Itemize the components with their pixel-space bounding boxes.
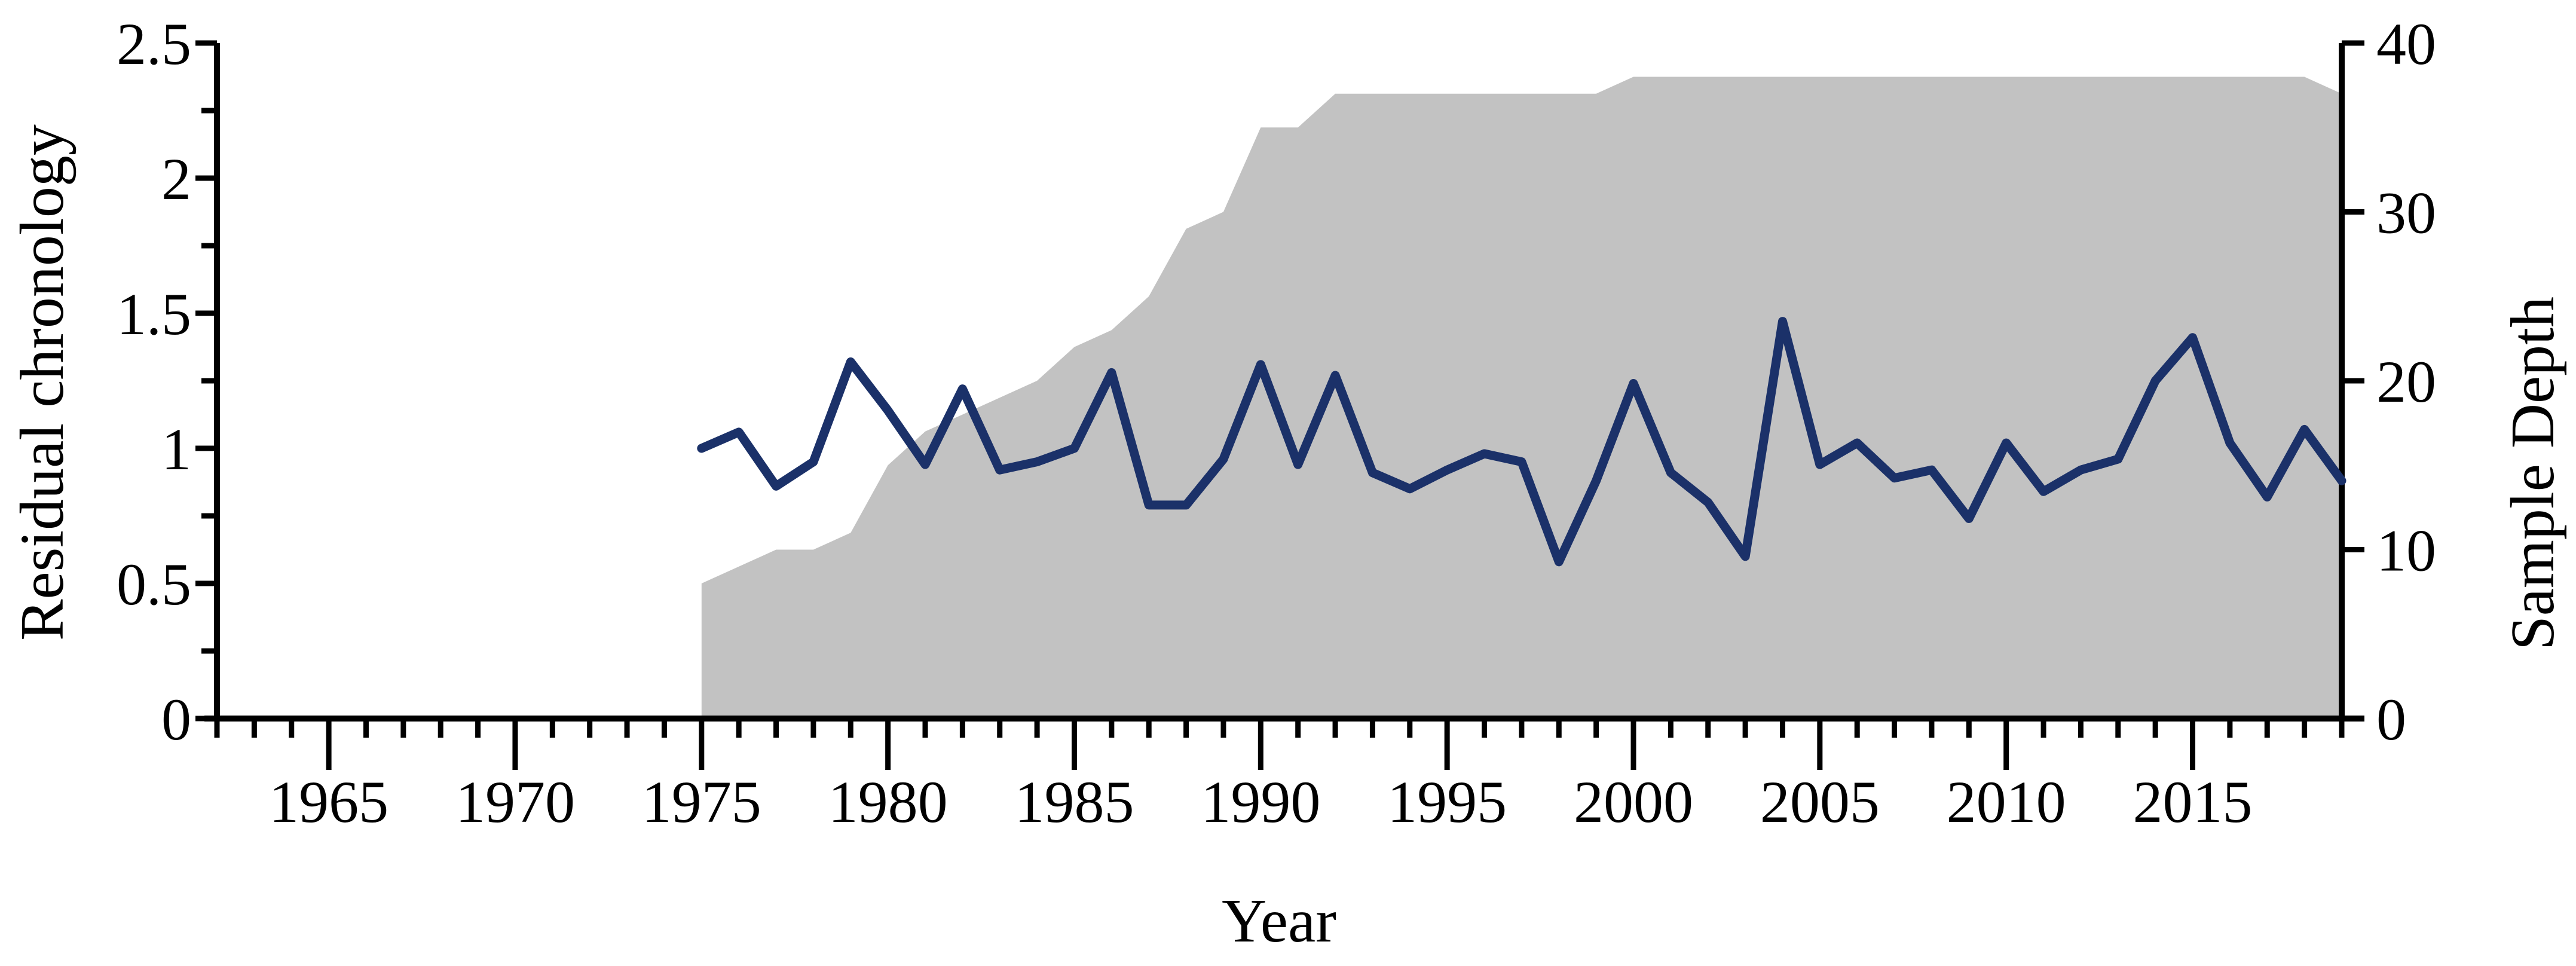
x-axis-tick-labels: 1965 1970 1975 1980 1985 1990 1995 2000 2005 2010… xyxy=(269,769,2252,835)
left-tick-label: 2.5 xyxy=(117,11,191,77)
left-tick-label: 0.5 xyxy=(117,551,191,617)
x-axis-title: Year xyxy=(1222,886,1336,955)
left-axis-tick-labels: 0 0.5 1 1.5 2 2.5 xyxy=(117,11,191,753)
right-tick-label: 10 xyxy=(2376,518,2436,584)
x-tick-label: 1990 xyxy=(1201,769,1320,835)
axes xyxy=(195,40,2364,770)
x-tick-label: 2010 xyxy=(1947,769,2066,835)
x-tick-label: 2005 xyxy=(1760,769,1880,835)
right-tick-label: 0 xyxy=(2376,686,2406,753)
x-tick-label: 1965 xyxy=(269,769,388,835)
sample-depth-area xyxy=(701,77,2342,719)
x-tick-label: 2015 xyxy=(2133,769,2253,835)
x-tick-label: 1995 xyxy=(1387,769,1507,835)
x-tick-label: 1970 xyxy=(455,769,575,835)
left-tick-label: 1.5 xyxy=(117,281,191,347)
x-tick-label: 1980 xyxy=(828,769,948,835)
right-tick-label: 30 xyxy=(2376,180,2436,246)
x-tick-label: 1975 xyxy=(642,769,761,835)
left-tick-label: 1 xyxy=(161,416,191,482)
left-tick-label: 0 xyxy=(161,686,191,753)
x-tick-label: 1985 xyxy=(1014,769,1134,835)
right-tick-label: 40 xyxy=(2376,11,2436,77)
right-axis-tick-labels: 0 10 20 30 40 xyxy=(2376,11,2436,753)
left-tick-label: 2 xyxy=(161,146,191,212)
residual-chronology-line xyxy=(697,317,2346,567)
right-tick-label: 20 xyxy=(2376,349,2436,415)
left-axis-title: Residual chronology xyxy=(8,124,77,641)
x-tick-label: 2000 xyxy=(1574,769,1693,835)
right-axis-title: Sample Depth xyxy=(2498,296,2567,650)
